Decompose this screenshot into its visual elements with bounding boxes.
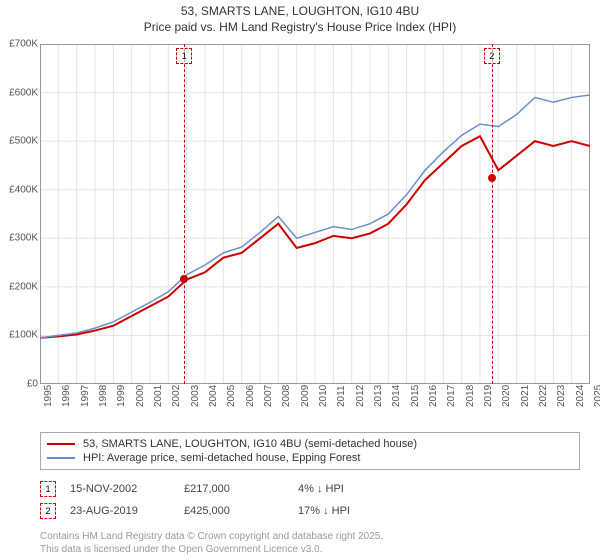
x-tick-label: 2002 <box>171 385 182 407</box>
x-tick-label: 2005 <box>226 385 237 407</box>
legend-swatch-2 <box>47 457 75 459</box>
sale-price-1: £217,000 <box>184 483 284 495</box>
x-tick-label: 1999 <box>116 385 127 407</box>
x-tick-label: 2008 <box>281 385 292 407</box>
y-tick-label: £600K <box>0 87 38 98</box>
x-tick-label: 2012 <box>355 385 366 407</box>
y-tick-label: £500K <box>0 136 38 147</box>
x-tick-label: 2017 <box>446 385 457 407</box>
x-tick-label: 1998 <box>98 385 109 407</box>
legend-swatch-1 <box>47 443 75 445</box>
x-tick-label: 2020 <box>501 385 512 407</box>
x-tick-label: 2018 <box>465 385 476 407</box>
y-tick-label: £700K <box>0 39 38 50</box>
x-tick-label: 2009 <box>300 385 311 407</box>
sale-delta-1: 4% ↓ HPI <box>298 483 368 495</box>
legend-box: 53, SMARTS LANE, LOUGHTON, IG10 4BU (sem… <box>40 432 580 470</box>
y-tick-label: £200K <box>0 281 38 292</box>
x-tick-label: 2016 <box>428 385 439 407</box>
x-tick-label: 1995 <box>43 385 54 407</box>
legend-label-1: 53, SMARTS LANE, LOUGHTON, IG10 4BU (sem… <box>83 438 417 450</box>
sale-date-1: 15-NOV-2002 <box>70 483 170 495</box>
y-tick-label: £100K <box>0 330 38 341</box>
footer-line-1: Contains HM Land Registry data © Crown c… <box>40 531 383 544</box>
sale-date-2: 23-AUG-2019 <box>70 505 170 517</box>
x-tick-label: 2019 <box>483 385 494 407</box>
sale-dot <box>180 275 188 283</box>
sale-dot <box>488 174 496 182</box>
x-tick-label: 2000 <box>135 385 146 407</box>
footer-line-2: This data is licensed under the Open Gov… <box>40 544 383 557</box>
sale-marker-box: 2 <box>484 48 500 64</box>
y-tick-label: £300K <box>0 233 38 244</box>
x-tick-label: 2015 <box>410 385 421 407</box>
sale-marker-2: 2 <box>40 503 56 519</box>
footer-attribution: Contains HM Land Registry data © Crown c… <box>40 531 383 556</box>
x-tick-label: 2011 <box>336 385 347 407</box>
y-tick-label: £400K <box>0 184 38 195</box>
title-line-1: 53, SMARTS LANE, LOUGHTON, IG10 4BU <box>0 4 600 20</box>
x-tick-label: 1997 <box>80 385 91 407</box>
x-tick-label: 1996 <box>61 385 72 407</box>
sales-table: 1 15-NOV-2002 £217,000 4% ↓ HPI 2 23-AUG… <box>40 478 566 522</box>
legend-label-2: HPI: Average price, semi-detached house,… <box>83 452 360 464</box>
title-line-2: Price paid vs. HM Land Registry's House … <box>0 20 600 36</box>
sale-delta-2: 17% ↓ HPI <box>298 505 368 517</box>
x-tick-label: 2001 <box>153 385 164 407</box>
y-tick-label: £0 <box>0 379 38 390</box>
x-tick-label: 2014 <box>391 385 402 407</box>
legend-row-1: 53, SMARTS LANE, LOUGHTON, IG10 4BU (sem… <box>47 437 573 451</box>
x-tick-label: 2022 <box>538 385 549 407</box>
sale-vline <box>492 44 493 384</box>
x-tick-label: 2024 <box>575 385 586 407</box>
x-tick-label: 2004 <box>208 385 219 407</box>
x-tick-label: 2021 <box>520 385 531 407</box>
sale-marker-box: 1 <box>176 48 192 64</box>
x-tick-label: 2023 <box>556 385 567 407</box>
sale-row-1: 1 15-NOV-2002 £217,000 4% ↓ HPI <box>40 478 566 500</box>
x-tick-label: 2006 <box>245 385 256 407</box>
x-tick-label: 2010 <box>318 385 329 407</box>
sale-marker-1: 1 <box>40 481 56 497</box>
legend-row-2: HPI: Average price, semi-detached house,… <box>47 451 573 465</box>
chart-title: 53, SMARTS LANE, LOUGHTON, IG10 4BU Pric… <box>0 0 600 35</box>
x-tick-label: 2013 <box>373 385 384 407</box>
sale-price-2: £425,000 <box>184 505 284 517</box>
x-tick-label: 2025 <box>593 385 600 407</box>
x-tick-label: 2003 <box>190 385 201 407</box>
sale-row-2: 2 23-AUG-2019 £425,000 17% ↓ HPI <box>40 500 566 522</box>
chart-plot-area: £0£100K£200K£300K£400K£500K£600K£700K 19… <box>40 44 590 384</box>
sale-vline <box>184 44 185 384</box>
x-tick-label: 2007 <box>263 385 274 407</box>
line-chart-svg <box>40 44 590 384</box>
